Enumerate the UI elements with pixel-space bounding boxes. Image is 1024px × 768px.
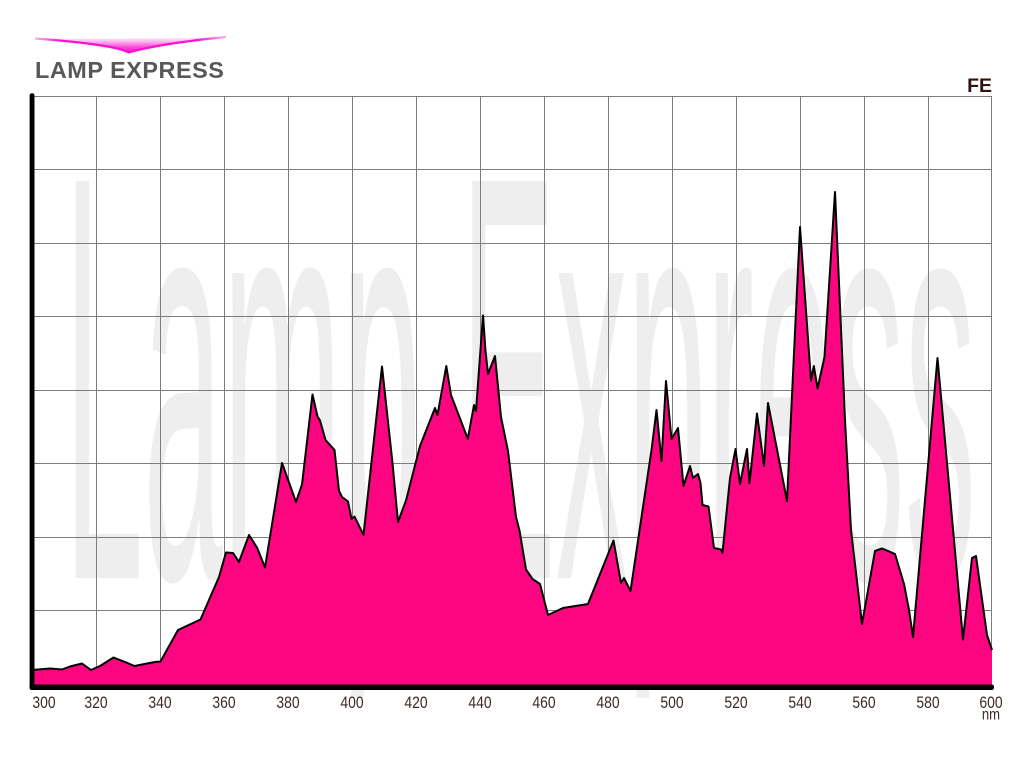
svg-text:320: 320 (84, 694, 108, 713)
svg-text:360: 360 (212, 694, 236, 713)
svg-text:540: 540 (788, 694, 812, 713)
svg-text:500: 500 (660, 694, 684, 713)
svg-text:560: 560 (852, 694, 876, 713)
svg-text:FE: FE (967, 75, 992, 97)
svg-text:nm: nm (982, 706, 1000, 723)
svg-text:580: 580 (916, 694, 940, 713)
svg-text:300: 300 (32, 694, 56, 713)
svg-text:480: 480 (596, 694, 620, 713)
svg-text:340: 340 (148, 694, 172, 713)
svg-text:460: 460 (532, 694, 556, 713)
svg-text:520: 520 (724, 694, 748, 713)
svg-text:LAMP EXPRESS: LAMP EXPRESS (35, 57, 224, 83)
svg-text:600: 600 (979, 694, 1003, 713)
svg-text:420: 420 (404, 694, 428, 713)
svg-text:400: 400 (340, 694, 364, 713)
svg-text:440: 440 (468, 694, 492, 713)
svg-text:380: 380 (276, 694, 300, 713)
